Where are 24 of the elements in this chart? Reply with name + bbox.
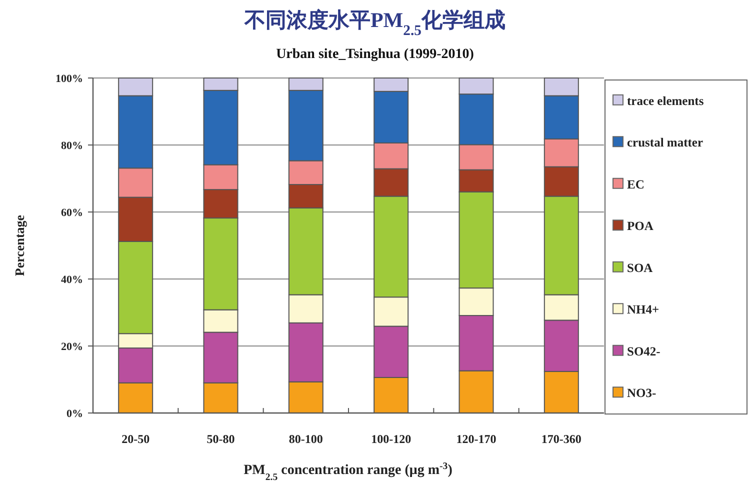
y-axis-title: Percentage — [12, 214, 27, 276]
legend-label: SOA — [627, 260, 653, 275]
y-tick-label: 0% — [66, 408, 83, 420]
x-tick-label: 80-100 — [288, 432, 323, 446]
x-tick-label: 120-170 — [456, 432, 496, 446]
y-tick-label: 20% — [61, 341, 83, 353]
x-tick-label: 20-50 — [122, 432, 150, 446]
legend-label: crustal matter — [627, 136, 704, 150]
x-tick-label: 100-120 — [371, 432, 412, 446]
legend-label: NO3- — [627, 386, 656, 400]
x-axis-title: PM$_{2.5}$ concentration range (μg m$^{-3}$) — [244, 460, 453, 482]
chart-subtitle: Urban site_Tsinghua (1999-2010) — [276, 47, 474, 62]
x-tick-label: 50-80 — [206, 432, 235, 446]
legend-label: trace elements — [627, 94, 704, 108]
chart-title: 不同浓度水平PM$_{2.5}$化学组成 — [243, 8, 506, 39]
legend-label: POA — [627, 219, 654, 234]
y-tick-label: 100% — [56, 73, 83, 85]
y-tick-label: 60% — [61, 207, 83, 219]
legend-label: SO42- — [627, 344, 660, 358]
legend-label: NH4+ — [627, 302, 660, 317]
y-tick-label: 40% — [61, 274, 83, 286]
x-tick-label: 170-360 — [541, 432, 582, 446]
legend-label: EC — [627, 177, 644, 192]
y-tick-label: 80% — [61, 140, 83, 152]
